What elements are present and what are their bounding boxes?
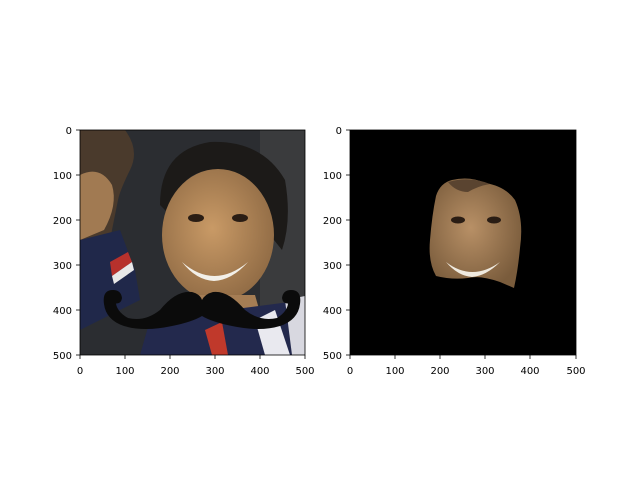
left-y-tick-label: 0	[66, 126, 72, 137]
left-y-tick-label: 400	[53, 306, 72, 317]
right-y-axis: 0 100 200 300 400 500	[323, 126, 350, 362]
right-y-tick-label: 100	[323, 171, 342, 182]
left-x-tick-label: 500	[295, 366, 314, 377]
right-panel: 0 100 200 300 400 500 0 100 200 300 400 …	[323, 126, 586, 377]
photo-image	[80, 130, 305, 355]
right-y-tick-label: 400	[323, 306, 342, 317]
right-x-tick-label: 0	[347, 366, 353, 377]
right-x-tick-label: 400	[520, 366, 539, 377]
left-x-tick-label: 0	[77, 366, 83, 377]
left-x-axis: 0 100 200 300 400 500	[77, 355, 315, 377]
left-y-tick-label: 200	[53, 216, 72, 227]
left-y-axis: 0 100 200 300 400 500	[53, 126, 80, 362]
left-x-tick-label: 400	[250, 366, 269, 377]
right-y-tick-label: 300	[323, 261, 342, 272]
right-x-tick-label: 500	[566, 366, 585, 377]
left-y-tick-label: 100	[53, 171, 72, 182]
right-x-tick-label: 300	[475, 366, 494, 377]
mustache-icon	[103, 290, 301, 329]
right-y-tick-label: 200	[323, 216, 342, 227]
right-y-tick-label: 0	[336, 126, 342, 137]
left-x-tick-label: 100	[115, 366, 134, 377]
masked-face-image	[350, 130, 576, 355]
right-y-tick-label: 500	[323, 351, 342, 362]
left-x-tick-label: 200	[160, 366, 179, 377]
left-y-tick-label: 300	[53, 261, 72, 272]
left-x-tick-label: 300	[205, 366, 224, 377]
left-panel: 0 100 200 300 400 500 0 100 200 300 400 …	[53, 126, 315, 377]
left-y-tick-label: 500	[53, 351, 72, 362]
right-x-tick-label: 100	[385, 366, 404, 377]
right-x-tick-label: 200	[430, 366, 449, 377]
right-x-axis: 0 100 200 300 400 500	[347, 355, 586, 377]
